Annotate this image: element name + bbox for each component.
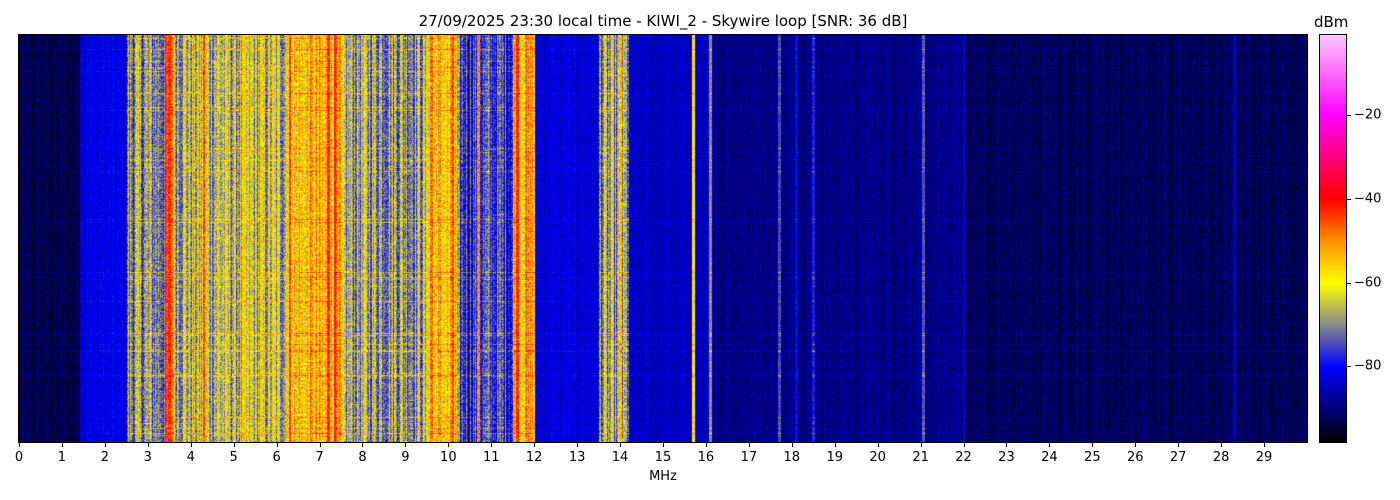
x-tick	[1135, 442, 1137, 447]
x-tick-label: 17	[740, 450, 758, 465]
x-tick-label: 23	[998, 450, 1015, 465]
x-tick	[319, 442, 321, 447]
x-tick-label: 7	[315, 450, 324, 465]
x-tick	[877, 442, 879, 447]
x-tick-label: 16	[697, 450, 715, 465]
colorbar-tick-label: −80	[1354, 358, 1382, 374]
x-tick-label: 27	[1169, 450, 1187, 465]
x-tick-label: 22	[955, 450, 972, 465]
plot-frame	[18, 34, 1308, 443]
x-tick	[963, 442, 965, 447]
spectrogram-heatmap	[19, 35, 1307, 442]
x-tick	[1006, 442, 1008, 447]
colorbar-tick-label: −20	[1354, 107, 1382, 123]
x-tick	[405, 442, 407, 447]
colorbar-tick	[1346, 366, 1351, 368]
x-tick	[620, 442, 622, 447]
colorbar-tick-label: −60	[1354, 275, 1382, 291]
colorbar	[1320, 35, 1346, 442]
x-tick-label: 24	[1041, 450, 1058, 465]
x-tick-label: 28	[1212, 450, 1230, 465]
x-tick-label: 13	[568, 450, 586, 465]
x-tick-label: 2	[100, 450, 109, 465]
x-tick	[362, 442, 364, 447]
x-tick-label: 5	[229, 450, 238, 465]
x-tick-label: 8	[358, 450, 367, 465]
x-tick-label: 9	[401, 450, 410, 465]
x-tick-label: 1	[57, 450, 67, 465]
x-tick-label: 4	[186, 450, 195, 465]
x-tick	[1092, 442, 1094, 447]
x-tick	[448, 442, 450, 447]
x-tick-label: 21	[912, 450, 929, 465]
x-tick	[534, 442, 536, 447]
x-tick-label: 20	[869, 450, 886, 465]
x-tick	[233, 442, 235, 447]
x-tick-label: 25	[1084, 450, 1101, 465]
x-tick	[834, 442, 836, 447]
x-tick	[1221, 442, 1223, 447]
x-axis-label: MHz	[649, 469, 677, 484]
x-tick	[748, 442, 750, 447]
x-tick	[147, 442, 149, 447]
x-tick	[1049, 442, 1051, 447]
colorbar-label: dBm	[1314, 13, 1349, 31]
x-tick-label: 14	[611, 450, 629, 465]
x-tick-label: 11	[482, 450, 500, 465]
x-tick	[920, 442, 922, 447]
x-tick	[705, 442, 707, 447]
x-tick-label: 29	[1255, 450, 1273, 465]
x-tick	[104, 442, 106, 447]
x-tick-label: 19	[826, 450, 843, 465]
x-tick	[1178, 442, 1180, 447]
x-tick-label: 10	[440, 450, 457, 465]
x-tick	[1264, 442, 1266, 447]
x-tick-label: 6	[272, 450, 281, 465]
x-tick	[791, 442, 793, 447]
x-tick	[577, 442, 579, 447]
x-tick	[190, 442, 192, 447]
x-tick-label: 0	[14, 450, 24, 465]
colorbar-frame	[1319, 34, 1347, 443]
x-tick-label: 15	[654, 450, 672, 465]
x-tick	[276, 442, 278, 447]
x-tick-label: 26	[1126, 450, 1144, 465]
x-tick	[19, 442, 20, 447]
chart-title: 27/09/2025 23:30 local time - KIWI_2 - S…	[418, 12, 908, 30]
colorbar-tick	[1346, 114, 1351, 116]
colorbar-tick	[1346, 282, 1351, 284]
colorbar-tick	[1346, 198, 1351, 200]
x-tick	[61, 442, 63, 447]
x-tick-label: 3	[143, 450, 152, 465]
colorbar-tick-label: −40	[1354, 191, 1382, 207]
x-tick	[491, 442, 493, 447]
x-tick-label: 18	[783, 450, 801, 465]
x-tick	[663, 442, 664, 447]
x-tick-label: 12	[525, 450, 543, 465]
